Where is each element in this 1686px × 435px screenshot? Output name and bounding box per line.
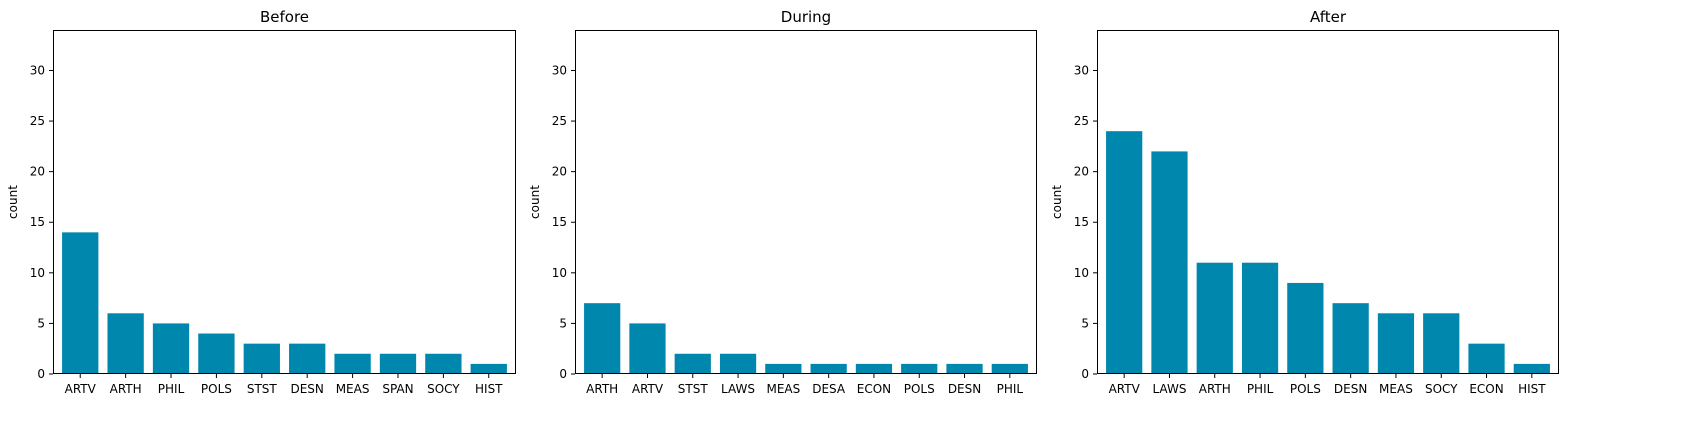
bar-meas (1377, 313, 1415, 374)
y-tick-label: 10 (552, 266, 567, 280)
bar-artv (62, 232, 99, 374)
y-tick-label: 0 (559, 367, 567, 381)
bar-desn (289, 343, 326, 374)
x-tick-label: STST (247, 382, 278, 396)
bar-desn (946, 363, 983, 374)
x-tick-label: DESA (812, 382, 846, 396)
y-tick-label: 25 (552, 114, 567, 128)
x-tick-label: HIST (1518, 382, 1546, 396)
bar-socy (1423, 313, 1460, 374)
bar-econ (855, 363, 893, 374)
x-tick-label: HIST (475, 382, 503, 396)
bar-artv (629, 323, 666, 374)
bar-pols (198, 333, 235, 374)
y-tick-label: 10 (30, 266, 45, 280)
x-tick-label: STST (678, 382, 709, 396)
x-tick-label: SOCY (427, 382, 460, 396)
bar-laws (719, 353, 757, 374)
y-tick-label: 15 (552, 215, 567, 229)
x-tick-label: DESN (1334, 382, 1367, 396)
x-tick-label: ARTH (110, 382, 142, 396)
x-tick-label: PHIL (158, 382, 185, 396)
chart-title: After (1310, 8, 1347, 26)
y-tick-label: 15 (1074, 215, 1089, 229)
x-tick-label: POLS (904, 382, 935, 396)
x-tick-label: LAWS (1152, 382, 1186, 396)
y-tick-label: 30 (30, 63, 45, 77)
y-tick-label: 20 (1074, 165, 1089, 179)
x-tick-label: ARTH (586, 382, 618, 396)
y-tick-label: 5 (559, 316, 567, 330)
bar-socy (425, 353, 462, 374)
y-tick-label: 0 (37, 367, 45, 381)
x-tick-label: ECON (1469, 382, 1503, 396)
plot-frame (53, 30, 516, 374)
x-tick-label: SPAN (382, 382, 413, 396)
x-tick-label: POLS (201, 382, 232, 396)
x-tick-label: POLS (1290, 382, 1321, 396)
bar-meas (334, 353, 371, 374)
bar-desa (810, 363, 847, 374)
y-tick-label: 25 (1074, 114, 1089, 128)
bar-stst (243, 343, 280, 374)
x-tick-label: ARTV (632, 382, 664, 396)
bar-econ (1468, 343, 1505, 374)
bar-hist (470, 363, 507, 374)
chart-title: Before (260, 8, 309, 26)
y-axis-label: count (6, 185, 20, 219)
bar-arth (1196, 262, 1233, 374)
plot-frame (1097, 30, 1559, 374)
plot-frame (575, 30, 1037, 374)
x-tick-label: ECON (857, 382, 891, 396)
x-tick-label: MEAS (1379, 382, 1413, 396)
chart-title: During (781, 8, 831, 26)
x-tick-label: ARTH (1199, 382, 1231, 396)
y-tick-label: 0 (1081, 367, 1089, 381)
x-tick-label: DESN (290, 382, 323, 396)
y-tick-label: 5 (1081, 316, 1089, 330)
bar-arth (584, 303, 621, 374)
bar-hist (1513, 363, 1550, 374)
bar-desn (1332, 303, 1369, 374)
bar-meas (765, 363, 802, 374)
y-tick-label: 30 (552, 63, 567, 77)
x-tick-label: PHIL (997, 382, 1024, 396)
y-tick-label: 10 (1074, 266, 1089, 280)
bar-phil (1241, 262, 1279, 374)
x-tick-label: MEAS (766, 382, 800, 396)
bar-arth (107, 313, 144, 374)
x-tick-label: SOCY (1425, 382, 1458, 396)
x-tick-label: DESN (948, 382, 981, 396)
bar-stst (674, 353, 711, 374)
x-tick-label: ARTV (1109, 382, 1141, 396)
y-tick-label: 5 (37, 316, 45, 330)
x-tick-label: ARTV (65, 382, 97, 396)
chart-panel-after: After count ARTV LAWS ARTH PHIL POLS DESN MEAS… (1050, 8, 1559, 396)
y-axis-label: count (1050, 185, 1064, 219)
chart-panel-before: Before count ARTV ARTH PHIL POLS STST DESN MEA… (6, 8, 516, 396)
bar-artv (1106, 131, 1143, 374)
x-tick-label: PHIL (1247, 382, 1274, 396)
chart-panel-during: During count ARTH ARTV STST LAWS MEAS DESA ECO… (528, 8, 1037, 396)
y-axis-label: count (528, 185, 542, 219)
y-tick-label: 15 (30, 215, 45, 229)
x-tick-label: LAWS (721, 382, 755, 396)
y-tick-label: 30 (1074, 63, 1089, 77)
bar-pols (901, 363, 938, 374)
y-tick-label: 20 (552, 165, 567, 179)
x-tick-label: MEAS (336, 382, 370, 396)
bar-phil (152, 323, 190, 374)
y-tick-label: 20 (30, 165, 45, 179)
bar-span (379, 353, 417, 374)
bar-phil (991, 363, 1028, 374)
y-tick-label: 25 (30, 114, 45, 128)
bar-laws (1151, 151, 1188, 374)
bar-pols (1287, 282, 1324, 374)
